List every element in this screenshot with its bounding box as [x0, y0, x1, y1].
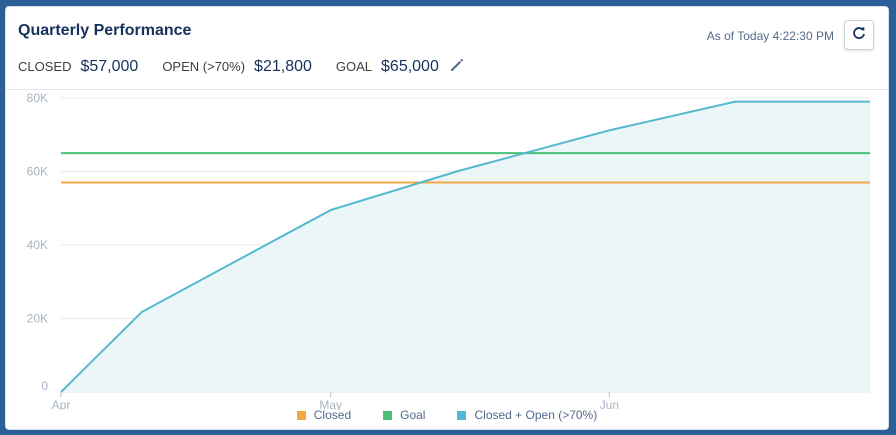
goal-label: GOAL — [335, 59, 373, 74]
refresh-icon — [852, 26, 866, 45]
y-tick-label: 40K — [27, 238, 48, 252]
as-of-timestamp: As of Today 4:22:30 PM — [706, 29, 834, 43]
closed-value: $57,000 — [80, 58, 139, 75]
refresh-button[interactable] — [844, 20, 874, 50]
card-header: Quarterly Performance CLOSED $57,000 OPE… — [6, 7, 888, 90]
legend-closed-open-label: Closed + Open (>70%) — [474, 408, 598, 422]
open-value: $21,800 — [254, 58, 312, 75]
y-tick-label: 0 — [41, 379, 48, 393]
x-tick-label: May — [319, 398, 342, 410]
quarterly-performance-card: Quarterly Performance CLOSED $57,000 OPE… — [5, 6, 889, 430]
x-tick-label: Jun — [600, 398, 619, 410]
legend-goal-swatch — [383, 410, 393, 420]
legend-closed-label: Closed — [313, 408, 352, 422]
y-tick-label: 60K — [27, 165, 48, 179]
legend-closed-open: Closed + Open (>70%) — [457, 408, 597, 422]
legend-closed-open-swatch — [457, 410, 467, 420]
metrics-row: CLOSED $57,000 OPEN (>70%) $21,800 GOAL … — [18, 55, 465, 76]
y-tick-label: 80K — [27, 91, 48, 105]
performance-chart: 0 20K 40K 60K 80K Apr May Jun — [27, 91, 870, 410]
goal-value: $65,000 — [381, 58, 439, 75]
open-label: OPEN (>70%) — [162, 59, 246, 74]
closed-label: CLOSED — [18, 59, 72, 74]
legend-closed-swatch — [296, 410, 306, 420]
closed-open-series-line — [60, 100, 870, 393]
y-tick-label: 20K — [27, 312, 48, 326]
legend-goal: Goal — [383, 408, 425, 422]
legend-closed: Closed — [296, 408, 352, 422]
pencil-icon[interactable] — [449, 57, 465, 73]
closed-open-area-fill — [61, 101, 870, 393]
legend-goal-label: Goal — [400, 408, 426, 422]
chart-legend: Closed Goal Closed + Open (>70%) — [6, 408, 888, 422]
x-tick-label: Apr — [52, 398, 71, 410]
card-title: Quarterly Performance — [18, 22, 192, 39]
